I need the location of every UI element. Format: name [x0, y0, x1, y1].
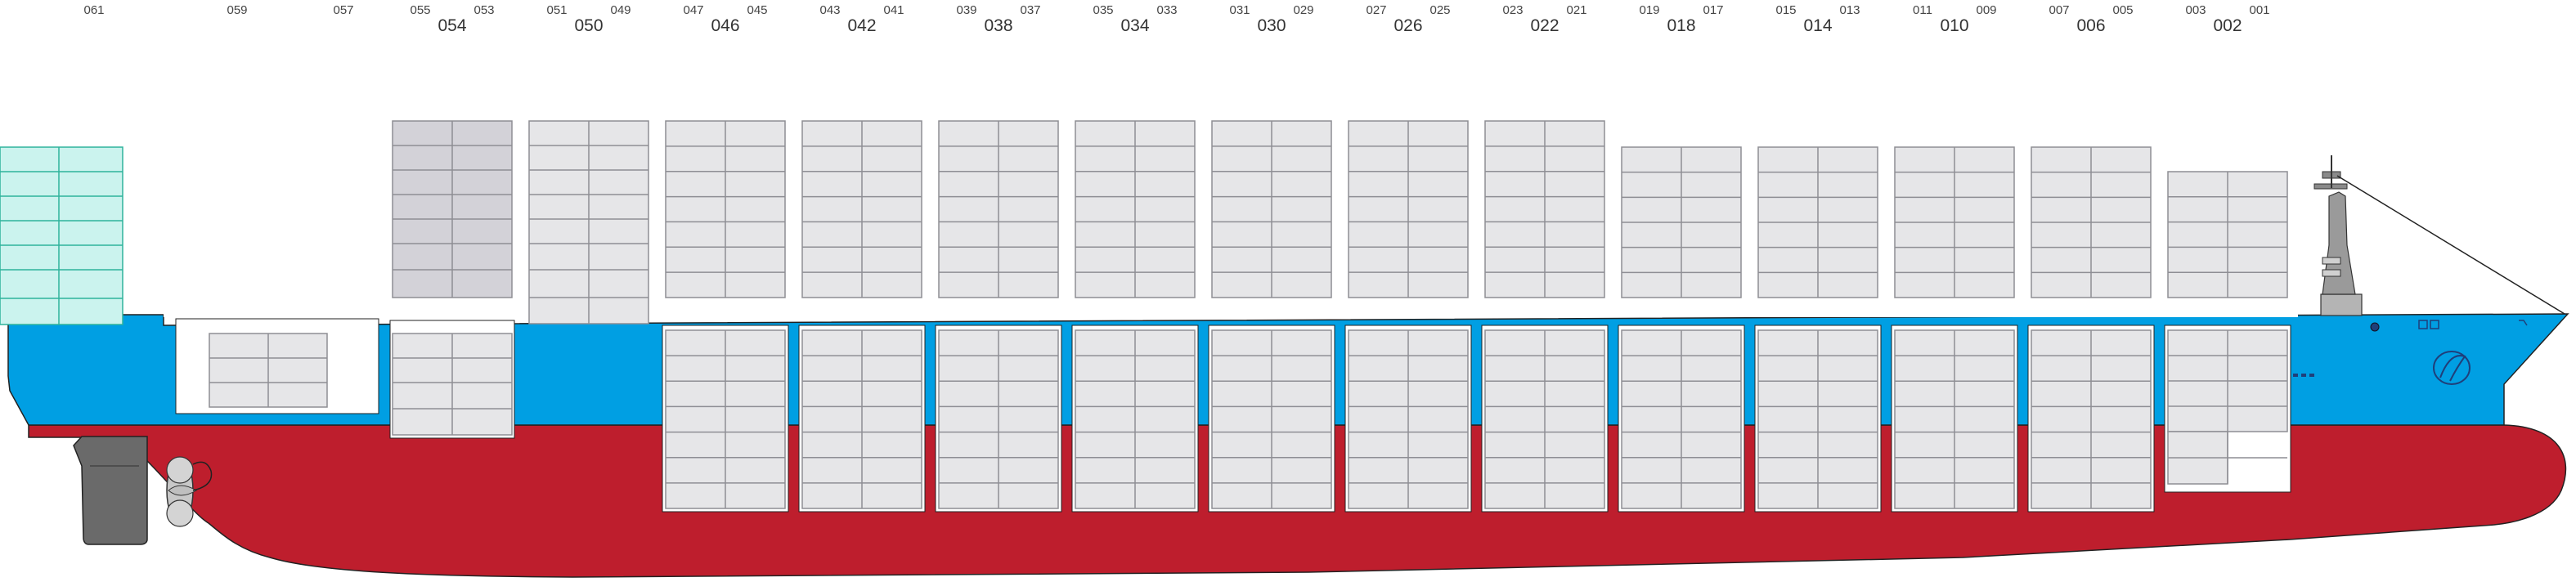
bay-label-053: 053 [473, 3, 494, 17]
bay-label-031: 031 [1229, 3, 1250, 17]
bay-label-050: 050 [574, 16, 603, 35]
bay-label-017: 017 [1703, 3, 1723, 17]
bay-label-006: 006 [2076, 16, 2105, 35]
container-stack-hold-002 [2167, 329, 2288, 432]
container-stack-hold-038 [938, 329, 1059, 509]
bay-label-001: 001 [2249, 3, 2269, 17]
bay-label-046: 046 [711, 16, 739, 35]
draft-marks [2293, 374, 2314, 377]
propeller-icon [166, 456, 197, 527]
container-stack-hold-006 [2031, 329, 2152, 509]
bay-labels: 061 059 057 055 053 051 049 047 045 043 … [83, 3, 2269, 35]
reefer-stack-aft [0, 146, 123, 325]
bay-label-033: 033 [1156, 3, 1177, 17]
bay-label-026: 026 [1393, 16, 1422, 35]
bay-label-043: 043 [819, 3, 840, 17]
container-stack-hold-046 [665, 329, 786, 509]
container-stack-deck-010 [1894, 146, 2015, 298]
container-stack-deck-014 [1757, 146, 1878, 298]
bay-label-039: 039 [956, 3, 976, 17]
bay-label-061: 061 [83, 3, 104, 17]
mast-icon [2313, 155, 2565, 316]
bay-label-005: 005 [2112, 3, 2133, 17]
stern-tube [192, 461, 213, 491]
container-stack-deck-054 [392, 120, 513, 298]
container-stack-hold-030 [1211, 329, 1332, 509]
bay-label-037: 037 [1020, 3, 1040, 17]
bay-label-023: 023 [1502, 3, 1523, 17]
bay-label-015: 015 [1775, 3, 1796, 17]
container-stack-hold-034 [1075, 329, 1196, 509]
bay-label-029: 029 [1293, 3, 1313, 17]
bay-label-041: 041 [883, 3, 904, 17]
bay-label-054: 054 [438, 16, 466, 35]
bay-label-047: 047 [683, 3, 703, 17]
container-stack-deck-050 [528, 120, 649, 325]
container-stack-deck-006 [2031, 146, 2152, 298]
bay-label-035: 035 [1093, 3, 1113, 17]
bay-label-014: 014 [1803, 16, 1832, 35]
container-stack-deck-042 [801, 120, 922, 298]
container-stack-hold-054 [392, 333, 513, 436]
anchor-icon [2370, 322, 2380, 332]
bow-logo-icon [2433, 351, 2471, 385]
container-stack-hold-014 [1757, 329, 1878, 509]
container-stack-deck-026 [1348, 120, 1469, 298]
bay-label-009: 009 [1976, 3, 1996, 17]
container-stack-hold-018 [1621, 329, 1742, 509]
bay-label-057: 057 [333, 3, 353, 17]
bay-label-051: 051 [546, 3, 567, 17]
container-stack-deck-022 [1484, 120, 1605, 298]
bow-thruster-icon [2418, 320, 2528, 329]
bay-label-059: 059 [227, 3, 247, 17]
bay-label-021: 021 [1566, 3, 1586, 17]
bay-label-038: 038 [984, 16, 1012, 35]
container-stack-hold-042 [801, 329, 922, 509]
bay-label-049: 049 [610, 3, 631, 17]
container-stack-hold-026 [1348, 329, 1469, 509]
bay-label-013: 013 [1839, 3, 1860, 17]
bay-label-034: 034 [1120, 16, 1149, 35]
bay-label-002: 002 [2213, 16, 2242, 35]
container-stack-deck-030 [1211, 120, 1332, 298]
container-stack-deck-018 [1621, 146, 1742, 298]
container-stack-hold-022 [1484, 329, 1605, 509]
main-deck-line [164, 314, 2298, 317]
container-stack-deck-038 [938, 120, 1059, 298]
container-bays [662, 120, 2291, 513]
bay-label-027: 027 [1366, 3, 1386, 17]
bay-label-019: 019 [1639, 3, 1659, 17]
container-stack-deck-046 [665, 120, 786, 298]
container-stack-hold-aft [209, 333, 328, 408]
rudder-icon [73, 436, 148, 545]
bay-label-018: 018 [1667, 16, 1695, 35]
bay-label-003: 003 [2185, 3, 2206, 17]
bay-label-025: 025 [1429, 3, 1450, 17]
bay-label-030: 030 [1257, 16, 1286, 35]
container-stack-deck-034 [1075, 120, 1196, 298]
bay-label-022: 022 [1530, 16, 1559, 35]
bay-label-045: 045 [747, 3, 767, 17]
bay-label-042: 042 [847, 16, 876, 35]
container-stack-hold-010 [1894, 329, 2015, 509]
bay-label-007: 007 [2049, 3, 2069, 17]
bay-label-055: 055 [410, 3, 430, 17]
container-stack-hold-lower-002 [2167, 431, 2287, 485]
container-stack-deck-002 [2167, 171, 2288, 298]
bay-label-011: 011 [1913, 3, 1932, 17]
bay-label-010: 010 [1940, 16, 1968, 35]
